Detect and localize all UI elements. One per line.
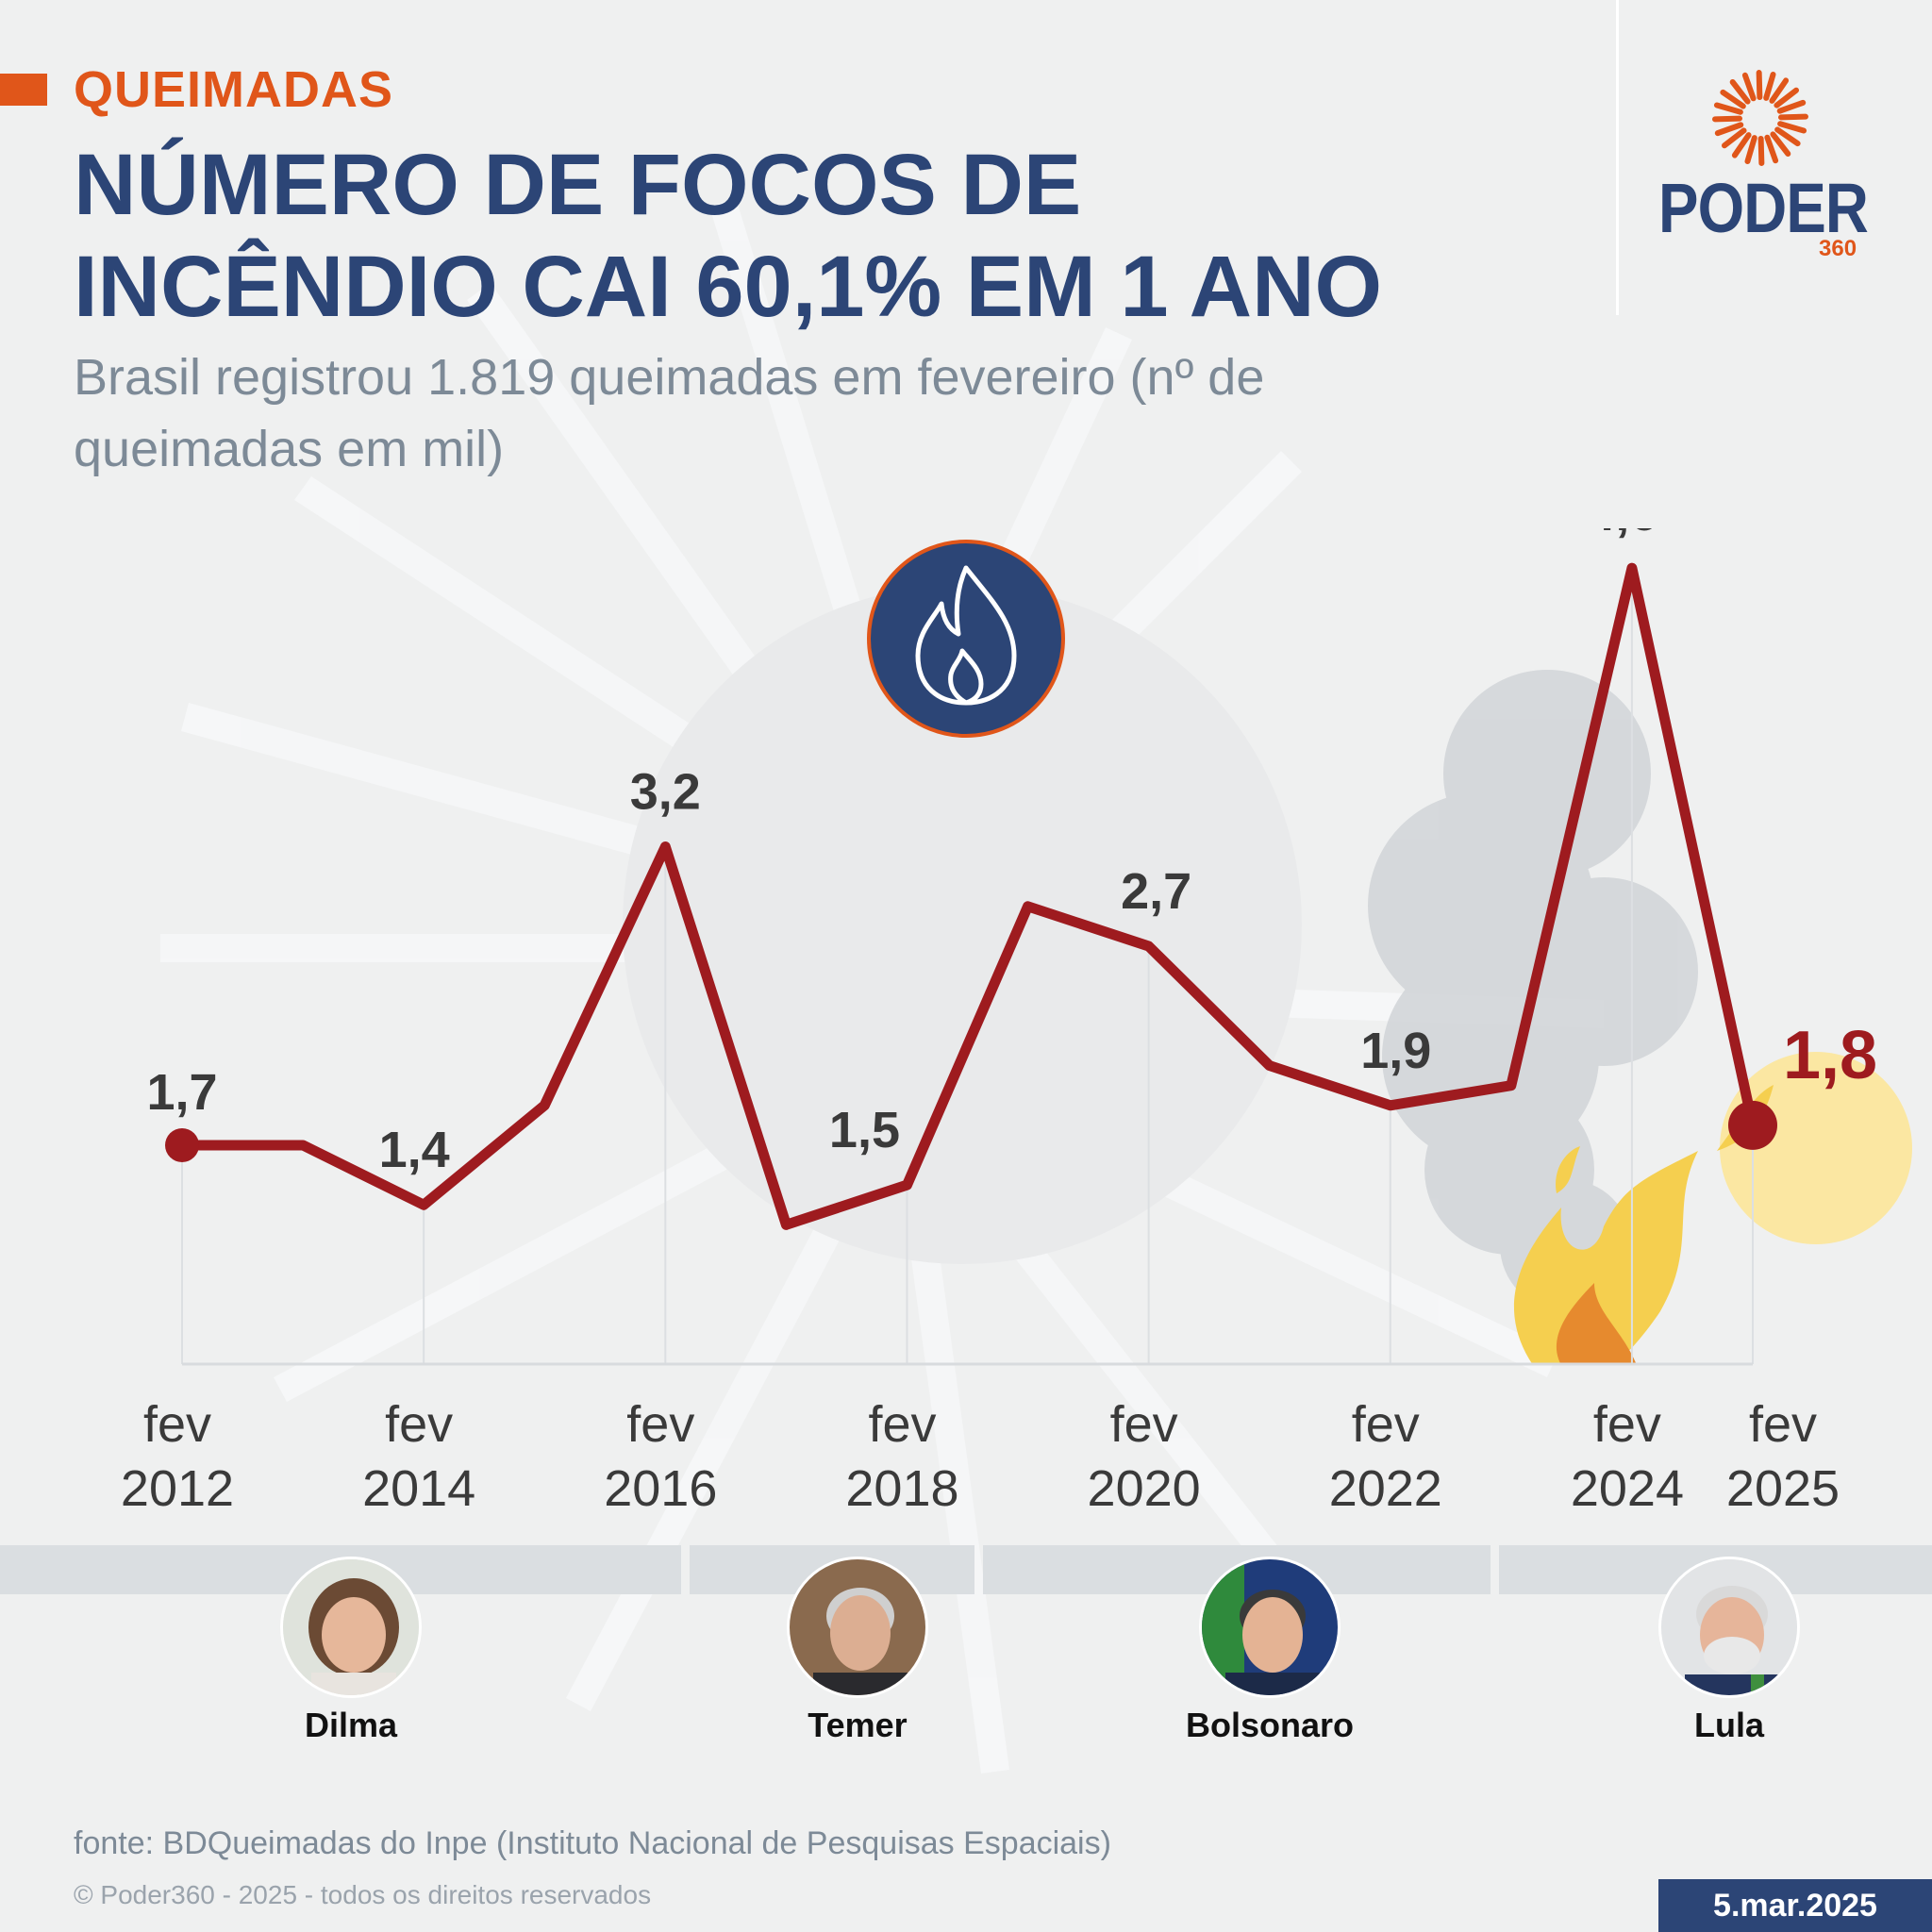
x-tick-year: 2016 bbox=[604, 1460, 717, 1517]
line-chart: 1,7 1,4 3,2 1,5 2,7 1,9 4,6 1,8 fev 2012 fev 2014 f… bbox=[121, 528, 1912, 1517]
president-dilma: Dilma bbox=[238, 1557, 464, 1745]
president-lula: Lula bbox=[1616, 1557, 1842, 1745]
subtitle: Brasil registrou 1.819 queimadas em feve… bbox=[74, 349, 1265, 477]
x-tick-month: fev bbox=[1593, 1396, 1661, 1453]
x-tick-month: fev bbox=[385, 1396, 453, 1453]
x-tick-year: 2012 bbox=[121, 1460, 234, 1517]
avatar-lula bbox=[1658, 1557, 1800, 1698]
headline: NÚMERO DE FOCOS DE INCÊNDIO CAI 60,1% EM… bbox=[74, 137, 1383, 335]
x-tick-year: 2014 bbox=[362, 1460, 475, 1517]
data-label: 1,5 bbox=[829, 1102, 900, 1158]
avatar-temer bbox=[787, 1557, 928, 1698]
x-tick-month: fev bbox=[1749, 1396, 1817, 1453]
x-tick-year: 2020 bbox=[1088, 1460, 1201, 1517]
data-label: 4,6 bbox=[1587, 528, 1657, 541]
president-name: Temer bbox=[808, 1706, 908, 1744]
source-note: fonte: BDQueimadas do Inpe (Instituto Na… bbox=[74, 1825, 1111, 1861]
data-label: 1,7 bbox=[146, 1064, 217, 1121]
x-tick-month: fev bbox=[1352, 1396, 1420, 1453]
logo-divider bbox=[1616, 0, 1619, 315]
series-line bbox=[176, 562, 1758, 1230]
data-label: 3,2 bbox=[630, 764, 701, 821]
data-point-marker bbox=[1728, 1100, 1777, 1150]
avatar-dilma bbox=[280, 1557, 422, 1698]
date-badge: 5.mar.2025 bbox=[1658, 1879, 1932, 1932]
president-name: Lula bbox=[1693, 1706, 1764, 1744]
data-label: 1,4 bbox=[379, 1122, 450, 1178]
poder360-sun-logo-icon bbox=[1712, 70, 1808, 166]
avatar-bolsonaro bbox=[1199, 1557, 1341, 1698]
fire-badge-icon bbox=[867, 540, 1065, 738]
president-bolsonaro: Bolsonaro bbox=[1157, 1557, 1383, 1745]
section-tag: QUEIMADAS bbox=[74, 61, 394, 118]
x-tick-month: fev bbox=[626, 1396, 694, 1453]
x-tick-month: fev bbox=[868, 1396, 936, 1453]
tag-marker bbox=[0, 74, 47, 106]
president-name: Bolsonaro bbox=[1185, 1706, 1354, 1744]
x-tick-year: 2022 bbox=[1329, 1460, 1442, 1517]
president-temer: Temer bbox=[744, 1557, 971, 1745]
data-label: 2,7 bbox=[1121, 863, 1191, 920]
x-tick-year: 2024 bbox=[1571, 1460, 1684, 1517]
x-tick-month: fev bbox=[143, 1396, 211, 1453]
x-tick-month: fev bbox=[1110, 1396, 1178, 1453]
president-name: Dilma bbox=[304, 1706, 398, 1744]
x-tick-year: 2025 bbox=[1726, 1460, 1840, 1517]
copyright: © Poder360 - 2025 - todos os direitos re… bbox=[74, 1880, 652, 1909]
data-label: 1,9 bbox=[1360, 1023, 1431, 1079]
brand-logo-sub: 360 bbox=[1819, 236, 1857, 261]
brand-logo-text: PODER bbox=[1658, 169, 1869, 247]
x-tick-year: 2018 bbox=[845, 1460, 958, 1517]
chart-bg-circle bbox=[623, 585, 1302, 1264]
data-point-marker bbox=[165, 1127, 199, 1162]
data-label: 1,8 bbox=[1783, 1018, 1877, 1093]
